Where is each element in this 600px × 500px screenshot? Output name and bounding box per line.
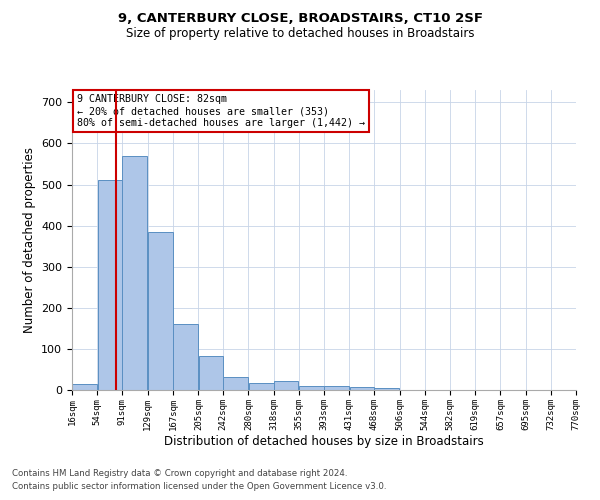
Bar bbox=[299, 386, 324, 390]
Y-axis label: Number of detached properties: Number of detached properties bbox=[23, 147, 35, 333]
Bar bbox=[72, 384, 97, 390]
Bar bbox=[248, 382, 274, 390]
Text: 9, CANTERBURY CLOSE, BROADSTAIRS, CT10 2SF: 9, CANTERBURY CLOSE, BROADSTAIRS, CT10 2… bbox=[118, 12, 482, 26]
Bar bbox=[199, 356, 223, 390]
Bar bbox=[173, 324, 198, 390]
X-axis label: Distribution of detached houses by size in Broadstairs: Distribution of detached houses by size … bbox=[164, 436, 484, 448]
Bar bbox=[223, 377, 248, 390]
Text: Size of property relative to detached houses in Broadstairs: Size of property relative to detached ho… bbox=[126, 28, 474, 40]
Bar bbox=[274, 381, 298, 390]
Text: 9 CANTERBURY CLOSE: 82sqm
← 20% of detached houses are smaller (353)
80% of semi: 9 CANTERBURY CLOSE: 82sqm ← 20% of detac… bbox=[77, 94, 365, 128]
Bar bbox=[98, 180, 122, 390]
Bar bbox=[148, 232, 173, 390]
Text: Contains public sector information licensed under the Open Government Licence v3: Contains public sector information licen… bbox=[12, 482, 386, 491]
Bar bbox=[374, 388, 400, 390]
Text: Contains HM Land Registry data © Crown copyright and database right 2024.: Contains HM Land Registry data © Crown c… bbox=[12, 468, 347, 477]
Bar bbox=[350, 387, 374, 390]
Bar bbox=[122, 156, 148, 390]
Bar bbox=[324, 386, 349, 390]
